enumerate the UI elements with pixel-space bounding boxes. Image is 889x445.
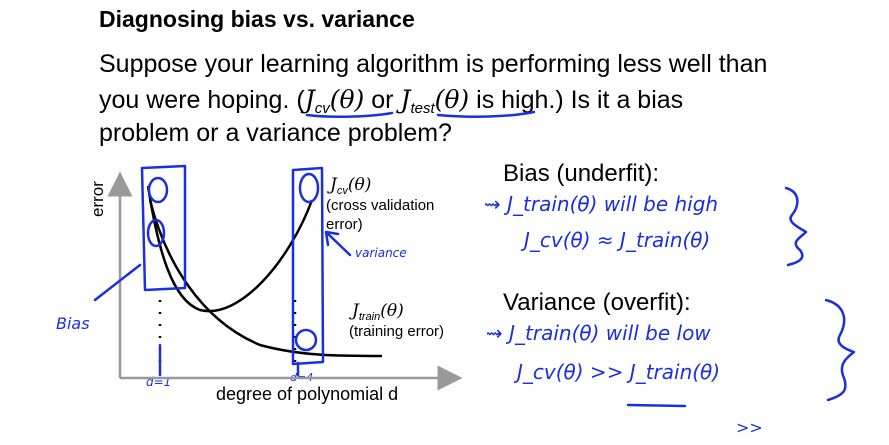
cv-error-curve [146, 185, 314, 313]
jtest-symbol: J [400, 85, 411, 114]
bias-cv-circle [147, 176, 169, 204]
jcv-symbol: J [304, 85, 315, 114]
train-label-argument: (θ) [380, 301, 404, 321]
train-curve-label: Jtrain(θ) [352, 301, 404, 323]
jtest-subscript: test [410, 100, 435, 117]
train-label-subscript: train [358, 311, 381, 323]
variance-hand-label: variance [355, 246, 407, 260]
train-label-symbol: J [352, 301, 359, 321]
bias-arrow [93, 263, 142, 302]
intro-line-2-start: you were hoping. ( [99, 86, 305, 114]
x-axis-label: degree of polynomial d [216, 384, 399, 404]
cv-label-subscript: cv [336, 185, 348, 197]
cv-curve-label: Jcv(θ) [330, 175, 371, 197]
intro-line-1: Suppose your learning algorithm is perfo… [99, 50, 768, 78]
intro-line-2: you were hoping. (Jcv(θ) or Jtest(θ) is … [99, 85, 683, 117]
bias-note-line-1: ⇝ J_train(θ) will be high [484, 192, 719, 216]
or-word: or [364, 86, 401, 114]
variance-region-box [291, 166, 325, 366]
jcv-subscript: cv [314, 100, 330, 117]
bias-heading: Bias (underfit): [503, 160, 660, 187]
train-note: (training error) [349, 323, 445, 340]
bias-train-circle [146, 218, 166, 248]
variance-brace [824, 298, 856, 402]
variance-train-circle [294, 328, 318, 352]
cv-label-symbol: J [330, 175, 337, 195]
jtest-argument: (θ) [434, 85, 470, 114]
bias-region-box [140, 164, 187, 292]
slide-title: Diagnosing bias vs. variance [99, 6, 415, 32]
training-error-curve [148, 199, 383, 358]
cv-note-line-1: (cross validation [326, 197, 435, 214]
jcv-argument: (θ) [329, 85, 365, 114]
variance-cv-circle [298, 172, 320, 204]
cv-note-line-2: error) [326, 216, 363, 233]
bias-note-line-2: J_cv(θ) ≈ J_train(θ) [524, 228, 711, 252]
jcv-underline [305, 111, 394, 118]
intro-line-2-end: is high.) Is it a bias [469, 86, 684, 114]
variance-note-line-2: J_cv(θ) >> J_train(θ) [517, 360, 721, 384]
cv-label-argument: (θ) [347, 175, 372, 195]
variance-note-line-1: ⇝ J_train(θ) will be low [486, 321, 711, 345]
variance-heading: Variance (overfit): [503, 289, 691, 316]
much-greater-underline [626, 403, 687, 408]
corner-hand-mark: >> [736, 418, 763, 437]
bias-hand-label: Bias [56, 314, 90, 333]
bias-brace [784, 186, 808, 267]
jtest-underline [436, 110, 536, 118]
variance-arrow [324, 230, 352, 257]
intro-line-3: problem or a variance problem? [99, 119, 452, 147]
